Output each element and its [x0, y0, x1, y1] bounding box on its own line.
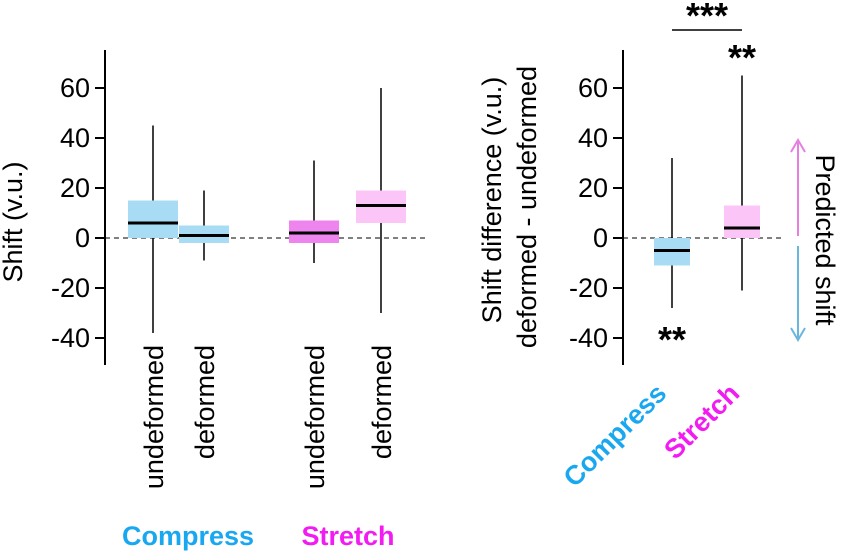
- comparison-significance: ***: [686, 0, 728, 36]
- predicted-shift-arrow-down: [790, 246, 806, 342]
- y-tick-label: 60: [578, 73, 608, 103]
- box-compress-undeformed: [128, 125, 178, 333]
- y-tick-label: 40: [578, 123, 608, 153]
- predicted-shift-label: Predicted shift: [810, 154, 840, 326]
- boxes: [654, 75, 760, 308]
- y-tick-label: -20: [51, 273, 90, 303]
- significance-marker: **: [658, 319, 686, 360]
- group-label-stretch: Stretch: [301, 521, 394, 551]
- box-stretch-undeformed: [289, 160, 339, 263]
- category-labels: undeformed deformed undeformed deformed: [139, 345, 397, 489]
- category-label: deformed: [367, 345, 397, 459]
- category-label: Compress: [558, 378, 673, 493]
- y-tick-label: -40: [51, 323, 90, 353]
- y-tick-label: 40: [60, 123, 90, 153]
- category-label: undeformed: [300, 345, 330, 489]
- box-compress-deformed: [179, 190, 229, 261]
- y-ticks: 60 40 20 0 -20 -40: [51, 73, 105, 353]
- y-tick-label: -40: [569, 323, 608, 353]
- box-stretch: [724, 75, 760, 291]
- y-tick-label: 0: [75, 223, 90, 253]
- group-label-compress: Compress: [122, 521, 254, 551]
- y-tick-label: -20: [569, 273, 608, 303]
- y-tick-label: 20: [60, 173, 90, 203]
- panel-shift: 60 40 20 0 -20 -40 Shift (v.u.) undeformed def…: [0, 50, 428, 551]
- y-tick-label: 0: [593, 223, 608, 253]
- category-label: undeformed: [139, 345, 169, 489]
- y-axis-label-line2: deformed - undeformed: [512, 66, 542, 348]
- box-iqr: [724, 205, 760, 238]
- y-axis-label: Shift (v.u.): [0, 161, 28, 282]
- y-ticks: 60 40 20 0 -20 -40: [569, 73, 623, 353]
- box-compress: [654, 158, 690, 308]
- category-label: deformed: [190, 345, 220, 459]
- boxes: [128, 88, 406, 333]
- panel-shift-difference: 60 40 20 0 -20 -40 Shift difference (v.u.) de…: [477, 0, 840, 493]
- box-iqr: [128, 200, 178, 238]
- significance-marker: **: [728, 37, 756, 78]
- category-label: Stretch: [658, 378, 745, 465]
- y-tick-label: 60: [60, 73, 90, 103]
- y-axis-label-line1: Shift difference (v.u.): [477, 77, 507, 324]
- y-tick-label: 20: [578, 173, 608, 203]
- box-stretch-deformed: [356, 88, 406, 313]
- predicted-shift-arrow-up: [790, 138, 806, 236]
